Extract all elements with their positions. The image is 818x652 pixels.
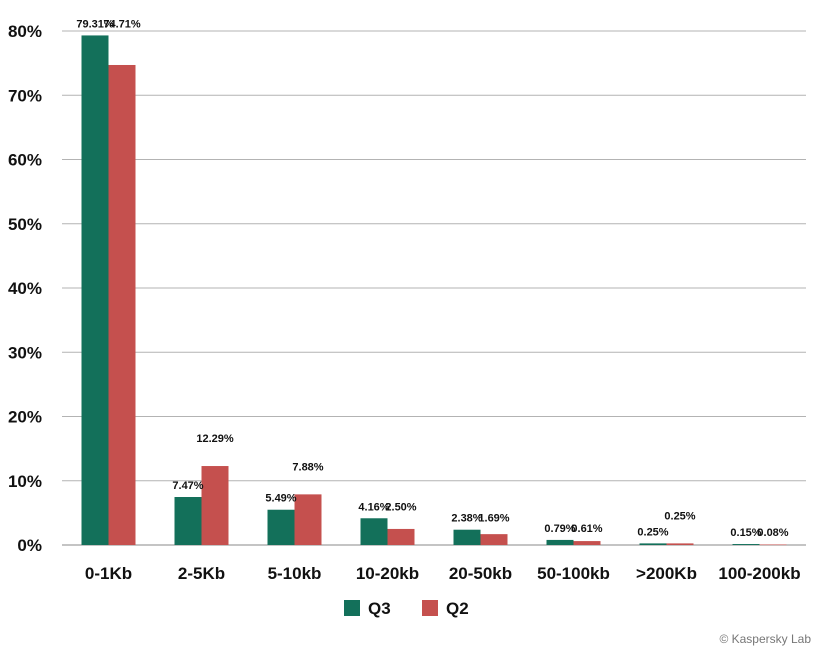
bar-q3-4: [453, 529, 481, 545]
bar-q3-1: [174, 497, 202, 545]
x-axis-category-labels: 0-1Kb 2-5Kb 5-10kb 10-20kb 20-50kb 50-100kb >2…: [85, 564, 801, 583]
bar-q2-5: [573, 541, 601, 545]
data-label-q3-1: 7.47%: [172, 480, 203, 492]
bar-q2-2: [294, 494, 322, 545]
bar-q3-0: [81, 35, 109, 545]
data-label-q2-3: 2.50%: [385, 501, 416, 513]
category-label: 50-100kb: [537, 564, 610, 583]
copyright-text: © Kaspersky Lab: [719, 632, 811, 646]
bar-q3-2: [267, 509, 295, 545]
data-label-q3-7: 0.15%: [730, 527, 761, 539]
data-label-q3-6: 0.25%: [637, 526, 668, 538]
category-label: 10-20kb: [356, 564, 419, 583]
legend-swatch-q2: [422, 600, 438, 616]
legend-label-q2: Q2: [446, 599, 469, 618]
data-labels: 79.31%74.71%7.47%12.29%5.49%7.88%4.16%2.…: [76, 18, 788, 539]
data-label-q3-5: 0.79%: [544, 523, 575, 535]
legend: Q3 Q2: [344, 599, 469, 618]
data-label-q2-4: 1.69%: [478, 513, 509, 525]
category-label: 0-1Kb: [85, 564, 132, 583]
gridlines: [62, 30, 806, 546]
y-tick-label: 40%: [8, 279, 42, 298]
bar-q2-4: [480, 534, 508, 545]
legend-label-q3: Q3: [368, 599, 391, 618]
bars: [81, 35, 787, 546]
category-label: 5-10kb: [268, 564, 322, 583]
bar-q2-0: [108, 64, 136, 545]
y-tick-label: 30%: [8, 343, 42, 362]
y-tick-label: 0%: [17, 536, 42, 555]
y-axis-tick-labels: 0% 10% 20% 30% 40% 50% 60% 70% 80%: [8, 22, 42, 555]
bar-q3-5: [546, 539, 574, 545]
y-tick-label: 60%: [8, 151, 42, 170]
data-label-q2-2: 7.88%: [292, 461, 323, 473]
bar-q3-3: [360, 518, 388, 545]
bar-q3-7: [732, 544, 760, 545]
data-label-q2-7: 0.08%: [757, 527, 788, 539]
data-label-q3-3: 4.16%: [358, 501, 389, 513]
y-tick-label: 50%: [8, 215, 42, 234]
y-tick-label: 20%: [8, 408, 42, 427]
category-label: 20-50kb: [449, 564, 512, 583]
bar-q2-3: [387, 528, 415, 545]
bar-q2-6: [666, 543, 694, 545]
data-label-q2-1: 12.29%: [196, 433, 234, 445]
data-label-q3-0: 79.31%: [76, 18, 114, 30]
y-tick-label: 70%: [8, 86, 42, 105]
data-label-q3-4: 2.38%: [451, 513, 482, 525]
data-label-q3-2: 5.49%: [265, 493, 296, 505]
bar-q2-7: [759, 544, 787, 546]
y-tick-label: 10%: [8, 472, 42, 491]
bar-q3-6: [639, 543, 667, 545]
legend-swatch-q3: [344, 600, 360, 616]
y-tick-label: 80%: [8, 22, 42, 41]
data-label-q2-0: 74.71%: [103, 18, 141, 30]
bar-q2-1: [201, 466, 229, 545]
category-label: 2-5Kb: [178, 564, 225, 583]
category-label: 100-200kb: [718, 564, 800, 583]
data-label-q2-6: 0.25%: [664, 510, 695, 522]
data-label-q2-5: 0.61%: [571, 523, 602, 535]
category-label: >200Kb: [636, 564, 697, 583]
